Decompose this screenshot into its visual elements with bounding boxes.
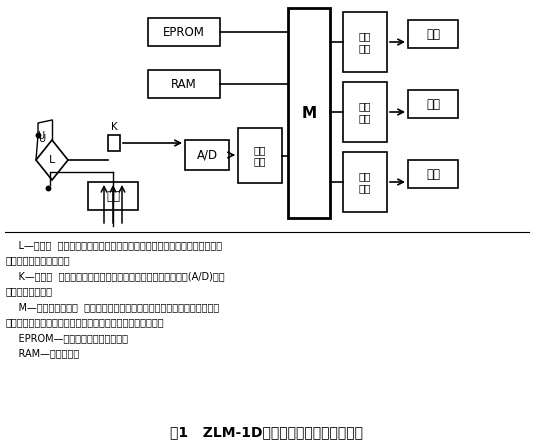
Text: L: L [49, 155, 55, 165]
Bar [88, 182, 138, 210]
Bar [343, 152, 387, 212]
Text: L—传感器  其作用是通过安装在其内部的感应元件来完成从非电量（质量）: L—传感器 其作用是通过安装在其内部的感应元件来完成从非电量（质量） [6, 240, 222, 250]
Text: 到电量（电压）的转换；: 到电量（电压）的转换； [6, 255, 70, 266]
Text: 图1   ZLM-1D型自动包装机微机控制原理: 图1 ZLM-1D型自动包装机微机控制原理 [170, 425, 364, 439]
Text: 接口
电路: 接口 电路 [359, 31, 371, 53]
Bar [148, 18, 220, 46]
Text: 显示: 显示 [426, 27, 440, 40]
Bar [185, 140, 229, 170]
Text: 接口
电路: 接口 电路 [359, 101, 371, 123]
Text: 据处理，并经显示器显示出质量进而发出各种控制脉冲信号；: 据处理，并经显示器显示出质量进而发出各种控制脉冲信号； [6, 318, 164, 327]
Text: 键盘: 键盘 [426, 98, 440, 111]
Bar [408, 160, 458, 188]
Text: M: M [301, 105, 317, 121]
Bar [238, 128, 282, 183]
Text: EPROM: EPROM [163, 26, 205, 39]
Text: U: U [37, 131, 44, 141]
Text: RAM: RAM [171, 78, 197, 90]
Bar [343, 82, 387, 142]
Text: A/D: A/D [197, 148, 217, 161]
Text: 接口
电路: 接口 电路 [359, 171, 371, 193]
Text: RAM—随机存储器: RAM—随机存储器 [6, 349, 79, 358]
Text: EPROM—可擦除、可编程存储器；: EPROM—可擦除、可编程存储器； [6, 333, 128, 343]
Text: K—变送器  将传感器电流信号变为电压信号输出送给模数转换(A/D)，然: K—变送器 将传感器电流信号变为电压信号输出送给模数转换(A/D)，然 [6, 271, 225, 281]
Bar [148, 70, 220, 98]
Bar [343, 12, 387, 72]
Text: M—工业控制计算机  它将接收到的放大信号进行数字化滤波，同时进行数: M—工业控制计算机 它将接收到的放大信号进行数字化滤波，同时进行数 [6, 302, 219, 312]
Text: 后输送给计算机；: 后输送给计算机； [6, 287, 53, 297]
Bar [408, 90, 458, 118]
Bar [108, 135, 120, 151]
Text: U: U [38, 134, 45, 144]
Text: K: K [111, 122, 117, 132]
Bar [408, 20, 458, 48]
Bar [288, 8, 330, 218]
Text: 接口
电路: 接口 电路 [254, 145, 266, 166]
Text: 输出: 输出 [426, 168, 440, 181]
Polygon shape [36, 140, 68, 180]
Text: 电源: 电源 [106, 190, 120, 202]
